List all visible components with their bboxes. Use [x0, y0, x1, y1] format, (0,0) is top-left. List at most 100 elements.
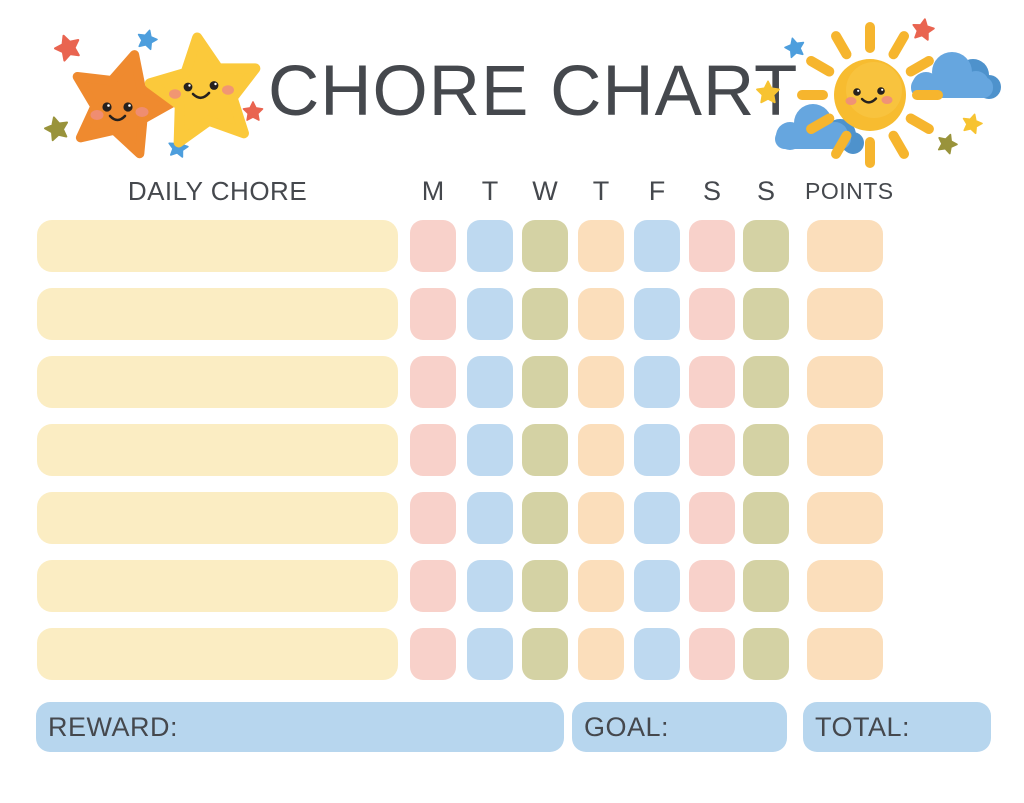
- chore-name-cell-row7[interactable]: [37, 628, 398, 680]
- day-cell-T-row3[interactable]: [578, 356, 624, 408]
- chore-grid: [0, 220, 1024, 696]
- chore-name-cell-row5[interactable]: [37, 492, 398, 544]
- mini-star-icon: [41, 113, 72, 143]
- day-cell-W-row1[interactable]: [522, 220, 568, 272]
- day-header-tue: T: [481, 176, 499, 206]
- day-cell-M-row5[interactable]: [410, 492, 456, 544]
- day-cell-T-row7[interactable]: [467, 628, 513, 680]
- mini-star-icon: [959, 111, 985, 136]
- chore-row-5: [0, 492, 1024, 544]
- day-cell-S-row5[interactable]: [689, 492, 735, 544]
- day-cell-F-row5[interactable]: [634, 492, 680, 544]
- day-cell-M-row2[interactable]: [410, 288, 456, 340]
- orange-star-icon: [62, 42, 182, 158]
- points-header: POINTS: [805, 178, 894, 204]
- day-cell-M-row1[interactable]: [410, 220, 456, 272]
- mini-star-icon: [934, 130, 961, 156]
- day-cell-T-row2[interactable]: [467, 288, 513, 340]
- day-cell-S-row3[interactable]: [743, 356, 789, 408]
- day-cell-T-row2[interactable]: [578, 288, 624, 340]
- points-cell-row4[interactable]: [807, 424, 883, 476]
- points-cell-row5[interactable]: [807, 492, 883, 544]
- day-cell-S-row7[interactable]: [689, 628, 735, 680]
- chore-row-4: [0, 424, 1024, 476]
- day-cell-F-row7[interactable]: [634, 628, 680, 680]
- orange-star-face: [90, 102, 149, 122]
- day-cell-S-row3[interactable]: [689, 356, 735, 408]
- yellow-star-icon: [144, 30, 264, 145]
- day-cell-S-row1[interactable]: [743, 220, 789, 272]
- day-cell-M-row7[interactable]: [410, 628, 456, 680]
- day-cell-S-row7[interactable]: [743, 628, 789, 680]
- sun-clouds-decoration: [756, 16, 1001, 168]
- daily-chore-header: DAILY CHORE: [127, 176, 308, 206]
- day-cell-M-row3[interactable]: [410, 356, 456, 408]
- cloud-icon: [911, 52, 1001, 100]
- day-cell-F-row3[interactable]: [634, 356, 680, 408]
- chore-row-7: [0, 628, 1024, 680]
- mini-star-icon: [910, 16, 937, 42]
- day-cell-S-row6[interactable]: [689, 560, 735, 612]
- day-header-wed: W: [532, 176, 558, 206]
- goal-field[interactable]: GOAL:: [572, 702, 787, 752]
- day-header-fri: F: [648, 176, 666, 206]
- reward-field[interactable]: REWARD:: [36, 702, 564, 752]
- yellow-star-face: [169, 81, 234, 100]
- day-cell-W-row4[interactable]: [522, 424, 568, 476]
- total-field[interactable]: TOTAL:: [803, 702, 991, 752]
- page-title: CHORE CHART: [268, 52, 799, 131]
- day-cell-S-row2[interactable]: [689, 288, 735, 340]
- day-cell-S-row6[interactable]: [743, 560, 789, 612]
- mini-star-icon: [50, 30, 85, 64]
- day-cell-T-row3[interactable]: [467, 356, 513, 408]
- day-cell-F-row6[interactable]: [634, 560, 680, 612]
- points-cell-row7[interactable]: [807, 628, 883, 680]
- day-header-thu: T: [592, 176, 610, 206]
- sun-rays: [797, 22, 943, 168]
- points-cell-row1[interactable]: [807, 220, 883, 272]
- day-cell-T-row6[interactable]: [467, 560, 513, 612]
- day-cell-T-row5[interactable]: [578, 492, 624, 544]
- chore-row-3: [0, 356, 1024, 408]
- day-cell-W-row3[interactable]: [522, 356, 568, 408]
- day-cell-T-row1[interactable]: [467, 220, 513, 272]
- day-cell-T-row4[interactable]: [578, 424, 624, 476]
- chore-row-1: [0, 220, 1024, 272]
- day-cell-S-row1[interactable]: [689, 220, 735, 272]
- day-cell-W-row5[interactable]: [522, 492, 568, 544]
- day-header-mon: M: [421, 176, 445, 206]
- day-cell-W-row7[interactable]: [522, 628, 568, 680]
- day-cell-F-row1[interactable]: [634, 220, 680, 272]
- points-cell-row6[interactable]: [807, 560, 883, 612]
- reward-label: REWARD:: [48, 712, 178, 742]
- goal-label: GOAL:: [584, 712, 670, 742]
- points-cell-row2[interactable]: [807, 288, 883, 340]
- day-cell-T-row6[interactable]: [578, 560, 624, 612]
- chore-name-cell-row6[interactable]: [37, 560, 398, 612]
- mini-star-icon: [782, 35, 808, 60]
- total-label: TOTAL:: [815, 712, 911, 742]
- day-cell-F-row4[interactable]: [634, 424, 680, 476]
- chore-name-cell-row1[interactable]: [37, 220, 398, 272]
- day-cell-T-row7[interactable]: [578, 628, 624, 680]
- stars-decoration: [41, 10, 295, 175]
- chore-name-cell-row3[interactable]: [37, 356, 398, 408]
- day-cell-S-row2[interactable]: [743, 288, 789, 340]
- chore-name-cell-row4[interactable]: [37, 424, 398, 476]
- chore-row-6: [0, 560, 1024, 612]
- day-cell-S-row4[interactable]: [689, 424, 735, 476]
- mini-star-icon: [134, 27, 160, 52]
- day-cell-M-row4[interactable]: [410, 424, 456, 476]
- day-cell-W-row2[interactable]: [522, 288, 568, 340]
- day-cell-S-row4[interactable]: [743, 424, 789, 476]
- day-cell-T-row5[interactable]: [467, 492, 513, 544]
- day-cell-W-row6[interactable]: [522, 560, 568, 612]
- day-cell-S-row5[interactable]: [743, 492, 789, 544]
- points-cell-row3[interactable]: [807, 356, 883, 408]
- day-cell-T-row1[interactable]: [578, 220, 624, 272]
- day-cell-M-row6[interactable]: [410, 560, 456, 612]
- chore-name-cell-row2[interactable]: [37, 288, 398, 340]
- day-cell-T-row4[interactable]: [467, 424, 513, 476]
- day-cell-F-row2[interactable]: [634, 288, 680, 340]
